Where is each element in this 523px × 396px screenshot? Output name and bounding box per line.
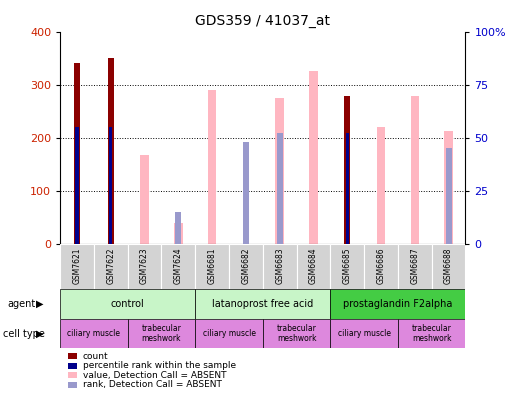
Bar <box>60 319 128 348</box>
Bar <box>128 319 195 348</box>
Text: GSM6682: GSM6682 <box>242 247 251 284</box>
Bar <box>60 244 94 289</box>
Text: trabecular
meshwork: trabecular meshwork <box>142 324 181 343</box>
Bar <box>398 319 465 348</box>
Bar <box>431 244 465 289</box>
Text: cell type: cell type <box>3 329 44 339</box>
Bar <box>109 127 112 244</box>
Bar <box>175 212 181 244</box>
Text: GSM6687: GSM6687 <box>411 247 419 284</box>
Bar <box>162 244 195 289</box>
Bar <box>331 289 465 319</box>
Text: GSM6686: GSM6686 <box>377 247 385 284</box>
Text: GSM6681: GSM6681 <box>208 247 217 284</box>
Bar <box>229 244 263 289</box>
Bar <box>74 63 80 244</box>
Text: GSM7622: GSM7622 <box>106 247 115 284</box>
Text: GSM6688: GSM6688 <box>444 247 453 284</box>
Bar <box>60 289 195 319</box>
Text: ciliary muscle: ciliary muscle <box>67 329 120 338</box>
Bar <box>140 154 149 244</box>
Bar <box>108 58 114 244</box>
Bar <box>446 148 452 244</box>
Bar <box>94 244 128 289</box>
Bar <box>243 142 249 244</box>
Bar <box>398 244 431 289</box>
Text: control: control <box>111 299 144 309</box>
Bar <box>346 133 349 244</box>
Text: GSM6685: GSM6685 <box>343 247 352 284</box>
Text: trabecular
meshwork: trabecular meshwork <box>277 324 316 343</box>
Text: prostaglandin F2alpha: prostaglandin F2alpha <box>343 299 452 309</box>
Text: latanoprost free acid: latanoprost free acid <box>212 299 313 309</box>
Text: GSM7623: GSM7623 <box>140 247 149 284</box>
Text: percentile rank within the sample: percentile rank within the sample <box>83 362 236 370</box>
Bar <box>263 319 331 348</box>
Bar <box>277 133 283 244</box>
Bar <box>128 244 162 289</box>
Bar <box>344 96 350 244</box>
Text: trabecular
meshwork: trabecular meshwork <box>412 324 452 343</box>
Bar <box>208 90 217 244</box>
Text: agent: agent <box>8 299 36 309</box>
Text: rank, Detection Call = ABSENT: rank, Detection Call = ABSENT <box>83 381 222 389</box>
Bar <box>174 223 183 244</box>
Text: ciliary muscle: ciliary muscle <box>338 329 391 338</box>
Bar <box>195 244 229 289</box>
Bar <box>331 244 364 289</box>
Bar <box>331 319 398 348</box>
Text: GSM7624: GSM7624 <box>174 247 183 284</box>
Bar <box>309 71 317 244</box>
Text: ▶: ▶ <box>36 299 43 309</box>
Text: GSM7621: GSM7621 <box>73 247 82 284</box>
Title: GDS359 / 41037_at: GDS359 / 41037_at <box>195 14 331 28</box>
Bar <box>297 244 331 289</box>
Bar <box>195 289 331 319</box>
Bar <box>377 127 385 244</box>
Text: GSM6683: GSM6683 <box>275 247 284 284</box>
Text: ▶: ▶ <box>36 329 43 339</box>
Text: value, Detection Call = ABSENT: value, Detection Call = ABSENT <box>83 371 226 380</box>
Text: ciliary muscle: ciliary muscle <box>202 329 256 338</box>
Text: GSM6684: GSM6684 <box>309 247 318 284</box>
Bar <box>411 96 419 244</box>
Bar <box>276 98 284 244</box>
Text: count: count <box>83 352 108 361</box>
Bar <box>195 319 263 348</box>
Bar <box>75 127 79 244</box>
Bar <box>364 244 398 289</box>
Bar <box>445 131 453 244</box>
Bar <box>263 244 297 289</box>
